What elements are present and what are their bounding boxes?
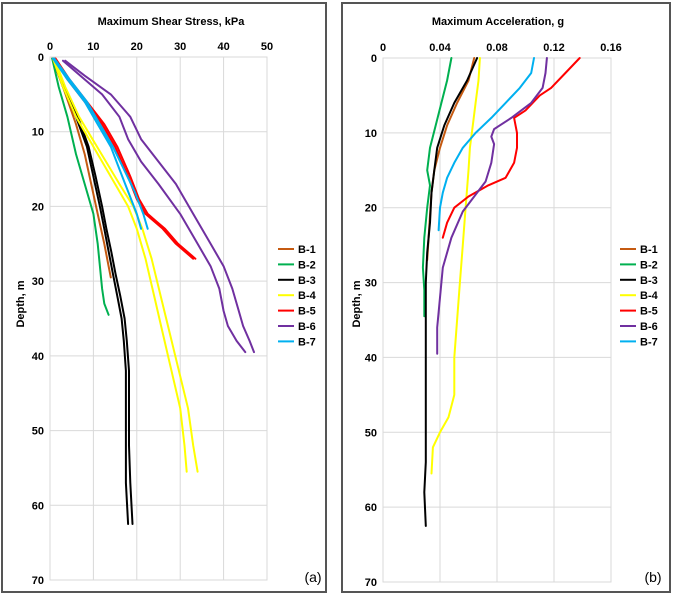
series-line-b-3 [52, 57, 134, 525]
legend-label-b-3: B-3 [298, 275, 316, 287]
series-line-b-7 [52, 57, 143, 230]
legend-label-b-4: B-4 [298, 290, 317, 302]
x-tick-label: 30 [174, 41, 186, 53]
shear-stress-chart: Maximum Shear Stress, kPa Depth, m 0 10 20… [15, 16, 322, 587]
legend-label-b-3: B-3 [640, 275, 658, 287]
x-tick-label: 0.08 [486, 42, 507, 54]
chart-panel-a: Maximum Shear Stress, kPa Depth, m 0 10 20… [1, 2, 327, 593]
y-tick-label: 0 [371, 53, 377, 65]
chart-title-b: Maximum Acceleration, g [432, 16, 564, 28]
panel-tag-a: (a) [304, 569, 321, 585]
y-tick-label: 40 [32, 351, 44, 363]
legend-label-b-4: B-4 [640, 290, 659, 302]
chart-title-a: Maximum Shear Stress, kPa [98, 16, 246, 28]
y-tick-label: 50 [32, 426, 44, 438]
x-tick-label: 0 [47, 41, 53, 53]
legend-label-b-5: B-5 [298, 306, 316, 318]
acceleration-chart: Maximum Acceleration, g Depth, m 0 0.04 0.… [351, 16, 662, 589]
x-tick-label: 0.12 [543, 42, 564, 54]
y-tick-label: 10 [365, 128, 377, 140]
y-tick-label: 20 [365, 203, 377, 215]
legend-label-b-5: B-5 [640, 306, 658, 318]
series-line-b-3 [52, 57, 130, 525]
series-line-b-2 [421, 57, 453, 318]
y-axis-label-b: Depth, m [351, 280, 363, 327]
x-tick-label: 20 [131, 41, 143, 53]
legend-label-b-7: B-7 [298, 336, 316, 348]
legend-label-b-2: B-2 [640, 259, 658, 271]
series-line-b-1 [426, 57, 476, 262]
series-line-b-4 [53, 57, 199, 473]
x-tick-label: 0.04 [429, 42, 451, 54]
x-tick-label: 0 [380, 42, 386, 54]
y-tick-label: 60 [365, 502, 377, 514]
y-tick-label: 10 [32, 127, 44, 139]
legend-label-b-7: B-7 [640, 336, 658, 348]
legend-label-b-6: B-6 [640, 321, 658, 333]
x-tick-label: 10 [87, 41, 99, 53]
legend-label-b-1: B-1 [640, 244, 658, 256]
y-tick-label: 30 [32, 276, 44, 288]
series-line-b-7 [53, 57, 149, 230]
y-tick-label: 20 [32, 201, 44, 213]
legend-label-b-1: B-1 [298, 244, 316, 256]
y-tick-label: 30 [365, 278, 377, 290]
legend-label-b-6: B-6 [298, 321, 316, 333]
x-tick-label: 50 [261, 41, 273, 53]
series-line-b-6 [436, 57, 548, 355]
x-tick-label: 40 [217, 41, 229, 53]
series-line-b-6 [62, 59, 247, 354]
legend-label-b-2: B-2 [298, 259, 316, 271]
y-tick-label: 40 [365, 352, 377, 364]
series-line-b-5 [441, 57, 581, 239]
y-tick-label: 70 [32, 575, 44, 587]
series-line-b-2 [51, 57, 110, 316]
y-axis-label-a: Depth, m [15, 280, 27, 327]
series-line-b-7 [437, 57, 535, 232]
series-line-b-4 [430, 57, 481, 475]
y-tick-label: 60 [32, 500, 44, 512]
x-tick-label: 0.16 [600, 42, 621, 54]
panel-tag-b: (b) [644, 569, 661, 585]
series-line-b-6 [64, 59, 255, 354]
y-tick-label: 50 [365, 427, 377, 439]
y-tick-label: 0 [38, 52, 44, 64]
series-line-b-4 [52, 57, 188, 473]
chart-panel-b: Maximum Acceleration, g Depth, m 0 0.04 0.… [341, 2, 671, 593]
series-line-b-3 [423, 57, 479, 527]
y-tick-label: 70 [365, 577, 377, 589]
